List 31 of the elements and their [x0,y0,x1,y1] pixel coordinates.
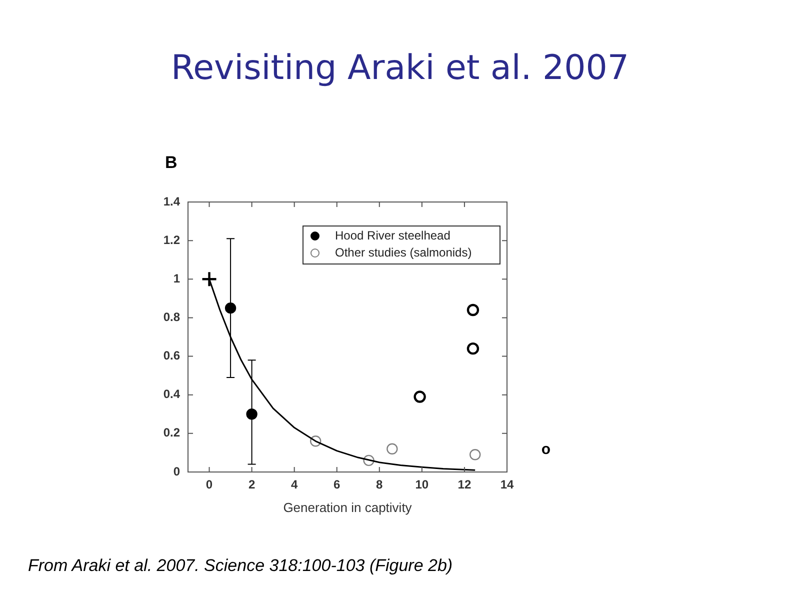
y-tick-label: 0.6 [163,348,180,363]
x-tick-label: 8 [376,478,384,492]
text: o [541,441,551,458]
x-tick-label: 6 [334,478,341,492]
x-tick-label: 2 [248,478,256,492]
y-tick-label: 1 [173,271,180,286]
y-tick-label: 0 [173,464,180,478]
x-tick-label: 4 [290,478,298,492]
y-tick-label: 0.8 [163,310,180,324]
point [466,304,480,316]
point [310,436,322,447]
point [201,271,218,288]
chart-title: Revisiting Araki et al. 2007 [170,48,630,88]
x-tick-label: 14 [500,478,514,492]
point [466,342,480,355]
point [414,390,426,403]
point [386,443,398,454]
y-tick-label: 1.4 [163,194,180,208]
legend-label: Hood River steelhead [335,228,450,242]
y-tick-label: 0.2 [163,426,180,440]
x-tick-label: 10 [415,478,429,492]
x-axis-title: Generation in captivity [283,500,412,515]
x-tick-label: 12 [458,478,472,492]
x-tick-label: 0 [206,478,213,492]
point [363,454,374,466]
text: From Araki et al. 2007. Science 318:100-103 (Figure 2b) [28,556,453,576]
legend-label: Other studies (salmonids) [335,245,472,260]
point [470,449,481,460]
text: B [165,153,178,172]
y-tick-label: 0.4 [163,387,180,402]
y-tick-label: 1.2 [163,232,180,247]
